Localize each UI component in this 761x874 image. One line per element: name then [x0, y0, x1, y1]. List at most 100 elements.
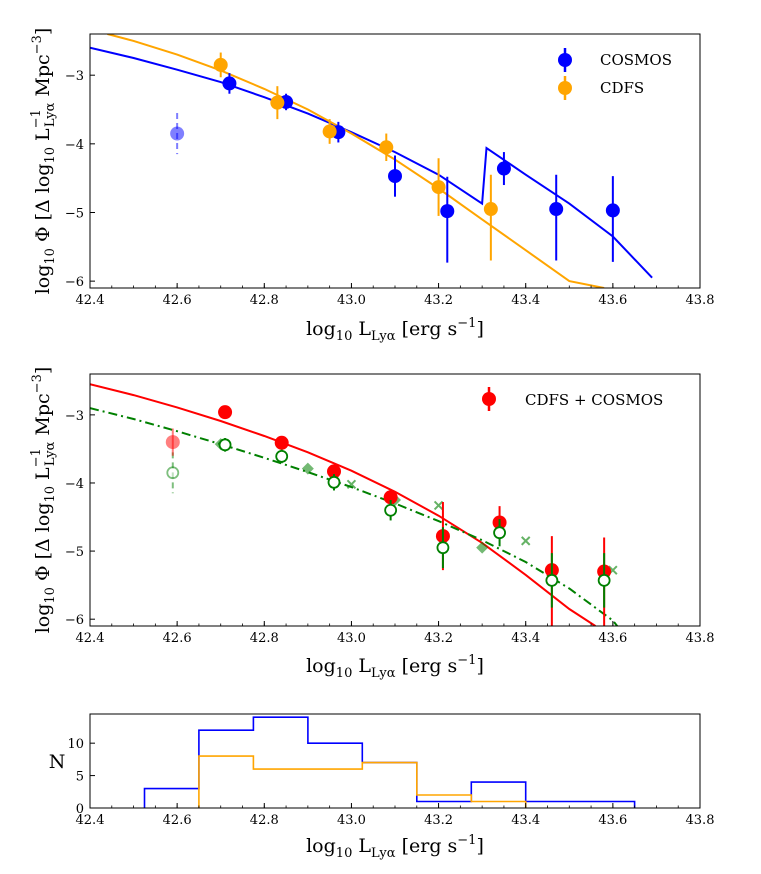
- data-point-open: [597, 573, 611, 587]
- fit-line: [90, 407, 618, 626]
- y-tick-label: −6: [65, 613, 84, 628]
- data-point: [379, 140, 394, 155]
- y-tick-label: −4: [65, 477, 84, 492]
- y-tick-label: −6: [65, 275, 84, 290]
- data-point-open: [166, 466, 180, 480]
- data-point-open: [384, 503, 398, 517]
- panel-top-fit-lines: [90, 34, 653, 288]
- panel-middle-ylabel: log10 Φ [Δ log10 L−1Lyα Mpc−3]: [29, 367, 58, 634]
- panel-top-xlabel: log10 LLyα [erg s−1]: [306, 316, 484, 344]
- x-tick-label: 43.8: [686, 293, 715, 308]
- data-point-open: [275, 450, 289, 463]
- data-point: [165, 435, 180, 450]
- data-point-diamond: [301, 462, 314, 475]
- data-point-open: [327, 475, 341, 489]
- data-point: [440, 204, 455, 219]
- data-point: [170, 126, 185, 141]
- x-tick-label: 43.2: [424, 293, 453, 308]
- panel-top-data-points: [170, 52, 620, 263]
- x-tick-label: 42.6: [163, 631, 192, 646]
- y-tick-label: −5: [65, 545, 84, 560]
- data-point-open: [218, 438, 232, 452]
- panel-middle-xlabel: log10 LLyα [erg s−1]: [306, 653, 484, 681]
- fit-line: [107, 34, 605, 288]
- y-tick-label: 5: [76, 770, 84, 785]
- y-tick-label: 10: [67, 737, 84, 752]
- data-point: [270, 95, 285, 110]
- legend-combined-marker: [482, 387, 496, 411]
- data-point: [549, 202, 564, 217]
- x-tick-label: 42.6: [163, 293, 192, 308]
- x-tick-label: 43.0: [337, 293, 366, 308]
- data-point: [222, 76, 237, 91]
- data-point: [388, 169, 402, 184]
- legend-cdfs-label: CDFS: [600, 79, 644, 97]
- x-tick-label: 42.8: [250, 813, 279, 828]
- x-tick-label: 42.4: [76, 293, 105, 308]
- y-tick-label: −3: [65, 409, 84, 424]
- svg-text:log10 Φ [Δ log10 L−1Lyα Mpc−3: log10 Φ [Δ log10 L−1Lyα Mpc−3]: [29, 28, 58, 295]
- x-tick-label: 43.6: [598, 293, 627, 308]
- x-tick-label: 43.2: [424, 813, 453, 828]
- legend-cosmos-label: COSMOS: [600, 51, 672, 69]
- x-tick-label: 42.4: [76, 631, 105, 646]
- panel-middle: 42.4 42.6 42.8 43.0 43.2 43.4 43.6 43.8 −3 −4 −5 −6…: [29, 367, 714, 681]
- histogram-cdfs: [198, 755, 527, 808]
- panel-top-ylabel: log10 Φ [Δ log10 L−1Lyα Mpc−3]: [29, 28, 58, 295]
- data-point: [274, 435, 289, 450]
- data-point: [483, 202, 498, 217]
- data-point: [213, 57, 228, 72]
- x-tick-label: 43.8: [686, 813, 715, 828]
- panel-middle-fit-lines: [90, 383, 618, 626]
- data-point: [327, 464, 341, 479]
- y-tick-label: −4: [65, 138, 84, 153]
- panel-bottom-histogram: 42.4 42.6 42.8 43.0 43.2 43.4 43.6 43.8 0 5 10 log…: [49, 713, 714, 861]
- svg-text:log10 LLyα [erg s−1]: log10 LLyα [erg s−1]: [306, 653, 484, 681]
- panel-bottom-ticks: 42.4 42.6 42.8 43.0 43.2 43.4 43.6 43.8 0 5 10: [67, 737, 714, 828]
- x-tick-label: 43.8: [686, 631, 715, 646]
- x-tick-label: 42.8: [250, 631, 279, 646]
- x-tick-label: 43.0: [337, 813, 366, 828]
- x-tick-label: 43.4: [511, 293, 540, 308]
- x-tick-label: 43.0: [337, 631, 366, 646]
- panel-middle-legend: CDFS + COSMOS: [482, 387, 663, 411]
- legend-cosmos-marker: [558, 48, 572, 72]
- data-point-cross: [433, 500, 444, 511]
- panel-middle-ticks: 42.4 42.6 42.8 43.0 43.2 43.4 43.6 43.8 −3 −4 −5 −6: [65, 409, 715, 646]
- panel-top-ticks: 42.4 42.6 42.8 43.0 43.2 43.4 43.6 43.8 −3 −4 −5 −6: [65, 69, 715, 308]
- panel-middle-data-points: [165, 405, 618, 626]
- fit-line: [90, 383, 596, 626]
- data-point-cross: [346, 479, 357, 490]
- y-tick-label: 0: [76, 802, 84, 817]
- x-tick-label: 43.4: [511, 813, 540, 828]
- x-tick-label: 42.4: [76, 813, 105, 828]
- data-point: [218, 405, 233, 420]
- svg-text:log10 Φ [Δ log10 L−1Lyα Mpc−3: log10 Φ [Δ log10 L−1Lyα Mpc−3]: [29, 367, 58, 634]
- data-point-open: [493, 526, 506, 540]
- panel-bottom-xlabel: log10 LLyα [erg s−1]: [306, 833, 484, 861]
- panel-top: 42.4 42.6 42.8 43.0 43.2 43.4 43.6 43.8 −3 −4 −5 −6…: [29, 28, 714, 344]
- histogram-steps: [143, 716, 636, 808]
- x-tick-label: 43.6: [598, 813, 627, 828]
- svg-text:log10 LLyα [erg s−1]: log10 LLyα [erg s−1]: [306, 316, 484, 344]
- data-point-open: [545, 573, 559, 587]
- data-point: [431, 180, 446, 195]
- data-point: [322, 124, 337, 139]
- legend-combined-label: CDFS + COSMOS: [525, 391, 663, 409]
- svg-text:log10 LLyα [erg s−1]: log10 LLyα [erg s−1]: [306, 833, 484, 861]
- data-point: [496, 161, 511, 176]
- y-tick-label: −5: [65, 206, 84, 221]
- x-tick-label: 42.6: [163, 813, 192, 828]
- panel-bottom-frame: [89, 713, 701, 809]
- data-point-cross: [521, 536, 531, 546]
- x-tick-label: 42.8: [250, 293, 279, 308]
- panel-bottom-ylabel: N: [49, 751, 66, 773]
- data-point-open: [436, 541, 450, 555]
- legend-cdfs-marker: [558, 76, 572, 100]
- x-tick-label: 43.4: [511, 631, 540, 646]
- data-point-diamond: [476, 541, 489, 554]
- fit-line: [90, 46, 653, 279]
- x-tick-label: 43.2: [424, 631, 453, 646]
- data-point: [383, 490, 398, 505]
